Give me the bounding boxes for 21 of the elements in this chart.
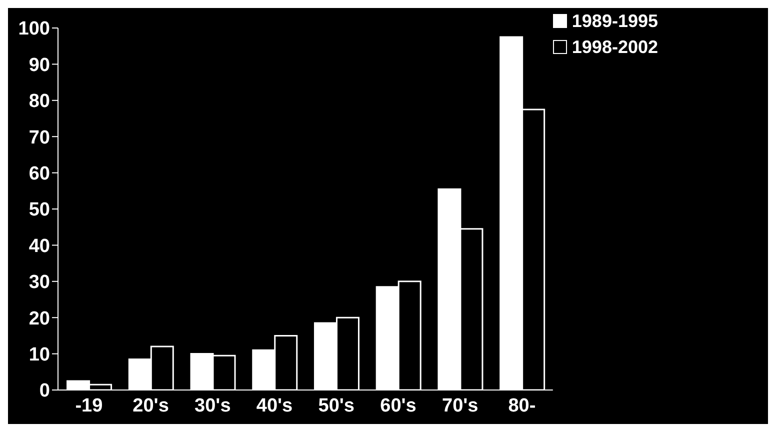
x-tick-label: 30's [194,395,231,416]
y-tick-label: 40 [28,236,50,257]
y-tick-label: 50 [28,200,50,221]
y-tick-label: 0 [39,380,50,402]
y-tick-label: 90 [28,54,50,76]
x-tick-label: 60's [380,395,416,416]
x-tick-label: 40's [256,395,293,416]
y-tick-label: 20 [28,308,50,330]
x-tick-label: 80- [508,395,536,416]
y-tick-label: 80 [28,91,50,112]
x-tick-label: 50's [318,395,354,416]
y-tick-label: 10 [28,344,50,366]
x-tick-label: -19 [75,395,103,416]
x-tick-label: 70's [442,395,478,416]
y-tick-label: 100 [18,18,50,40]
y-tick-label: 60 [28,164,50,185]
y-tick-label: 30 [28,272,50,294]
x-tick-label: 20's [132,395,169,416]
legend-label: 1989-1995 [572,10,658,33]
y-tick-label: 70 [28,127,50,148]
legend-label: 1998-2002 [572,36,658,59]
